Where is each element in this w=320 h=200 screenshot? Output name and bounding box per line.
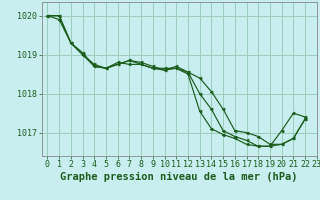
X-axis label: Graphe pression niveau de la mer (hPa): Graphe pression niveau de la mer (hPa) bbox=[60, 172, 298, 182]
